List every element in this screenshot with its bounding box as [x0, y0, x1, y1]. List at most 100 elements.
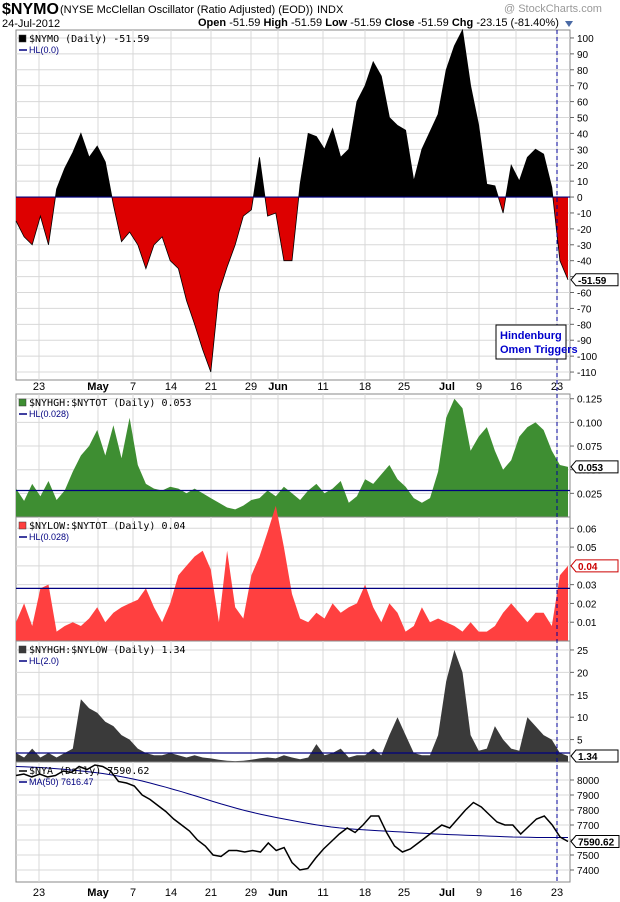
- x-tick-label: 16: [510, 887, 522, 899]
- low-label: Low: [325, 17, 348, 29]
- x-tick-label: 9: [476, 381, 482, 393]
- legend-swatch: [18, 398, 27, 407]
- y-tick-label: -80: [577, 320, 592, 331]
- legend-label: $NYHGH:$NYTOT (Daily) 0.053: [29, 398, 192, 409]
- x-tick-label: May: [87, 381, 109, 393]
- y-tick-label: 80: [577, 66, 589, 77]
- dropdown-arrow-icon[interactable]: [564, 20, 574, 28]
- y-tick-label: 60: [577, 98, 589, 109]
- y-tick-label: 0.125: [577, 395, 602, 406]
- series-area-nylow: [16, 505, 568, 641]
- y-tick-label: 0.025: [577, 489, 602, 500]
- close-label: Close: [384, 17, 415, 29]
- legend-label: $NYMO (Daily) -51.59: [29, 34, 149, 45]
- chg-value: -23.15 (-81.40%): [476, 17, 559, 29]
- hl-legend-label: HL(0.028): [29, 532, 69, 542]
- legend-label: $NYA (Daily) 7590.62: [29, 766, 149, 777]
- x-tick-label: 23: [551, 887, 563, 899]
- x-tick-label: 16: [510, 381, 522, 393]
- y-tick-label: 20: [577, 161, 589, 172]
- y-tick-label: 0.06: [577, 524, 597, 535]
- last-value-label: 1.34: [578, 752, 598, 763]
- y-tick-label: -110: [577, 368, 597, 379]
- last-value-tag: 0.053: [570, 460, 619, 474]
- hindenburg-annotation: Hindenburg Omen Triggers: [495, 324, 578, 360]
- close-value: -51.59: [417, 17, 449, 29]
- legend-label: $NYHGH:$NYLOW (Daily) 1.34: [29, 645, 186, 656]
- ohlc-bar: Open -51.59 High -51.59 Low -51.59 Close…: [198, 17, 559, 29]
- series-area-ratio: [16, 650, 568, 762]
- last-value-tag: 7590.62: [570, 835, 620, 849]
- exchange-label: INDX: [317, 4, 344, 16]
- y-tick-label: -90: [577, 336, 592, 347]
- x-tick-label: 7: [130, 887, 136, 899]
- last-value-tag: -51.59: [570, 273, 619, 287]
- legend-swatch: [18, 34, 27, 43]
- last-value-box: [570, 460, 619, 474]
- legend-label: $NYLOW:$NYTOT (Daily) 0.04: [29, 521, 186, 532]
- nymo-negative-area: [16, 197, 568, 372]
- last-value-tag: 0.04: [570, 559, 619, 573]
- x-tick-label: 14: [165, 887, 177, 899]
- hl-legend-label: HL(0.0): [29, 45, 59, 55]
- open-label: Open: [198, 17, 227, 29]
- y-tick-label: 7500: [577, 851, 600, 862]
- last-value-box: [570, 273, 619, 287]
- date-label: 24-Jul-2012: [2, 18, 61, 30]
- y-tick-label: -100: [577, 352, 597, 363]
- panel-nya: 8000790078007700760075007400$NYA (Daily)…: [15, 761, 620, 883]
- y-tick-label: 5: [577, 736, 583, 747]
- x-tick-label: Jun: [268, 381, 288, 393]
- last-value-label: -51.59: [578, 276, 607, 287]
- x-tick-label: 18: [359, 887, 371, 899]
- x-tick-label: 11: [317, 381, 328, 393]
- last-value-tag: 1.34: [570, 749, 619, 763]
- y-tick-label: 0.02: [577, 599, 597, 610]
- nymo-positive-area: [16, 30, 568, 198]
- x-tick-label: 21: [205, 381, 217, 393]
- x-axis-top: 23 May 7 14 21 29 Jun 11 18 25 Jul 9 16 23: [33, 381, 563, 393]
- chg-label: Chg: [451, 17, 474, 29]
- last-value-box: [570, 559, 619, 573]
- y-tick-label: 70: [577, 82, 589, 93]
- y-tick-label: 40: [577, 129, 589, 140]
- panel-frame: [15, 761, 571, 883]
- last-value-box: [570, 749, 619, 763]
- watermark: @ StockCharts.com: [504, 3, 602, 15]
- x-tick-label: Jul: [439, 887, 455, 899]
- y-tick-label: 20: [577, 668, 589, 679]
- open-value: -51.59: [229, 17, 261, 29]
- low-value: -51.59: [350, 17, 382, 29]
- nymo-outline: [15, 28, 569, 373]
- legend-swatch: [18, 521, 27, 530]
- x-axis-bottom: 23 May 7 14 21 29 Jun 11 18 25 Jul 9 16 23: [33, 887, 563, 899]
- y-tick-label: 0.01: [577, 618, 597, 629]
- y-tick-label: 0.03: [577, 581, 597, 592]
- ma-line: [15, 766, 568, 838]
- panel-nylow: 0.06 0.05 0.04 0.03 0.02 0.01 $NYLOW:$NYTOT (D…: [15, 505, 619, 642]
- legend-swatch: [18, 645, 27, 654]
- hl-legend-label: HL(2.0): [29, 656, 59, 666]
- y-tick-label: 7700: [577, 821, 600, 832]
- annotation-box: [495, 324, 567, 360]
- annotation-line-2: Omen Triggers: [500, 344, 578, 356]
- symbol-title: $NYMO: [2, 1, 59, 18]
- last-value-label: 7590.62: [578, 838, 615, 849]
- x-tick-label: Jul: [439, 381, 455, 393]
- x-tick-label: 29: [245, 887, 257, 899]
- y-tick-label: 10: [577, 713, 589, 724]
- x-tick-label: 18: [359, 381, 371, 393]
- x-tick-label: 7: [130, 381, 136, 393]
- y-tick-label: 8000: [577, 776, 600, 787]
- y-tick-label: 7800: [577, 806, 600, 817]
- y-tick-label: -60: [577, 289, 592, 300]
- last-value-label: 0.04: [578, 562, 598, 573]
- x-tick-label: 23: [33, 381, 45, 393]
- series-area-nyhgh: [16, 398, 568, 517]
- nya-price-line: [15, 764, 569, 871]
- x-tick-label: 11: [317, 887, 328, 899]
- y-tick-label: -40: [577, 257, 592, 268]
- hl-legend-label: HL(0.028): [29, 409, 69, 419]
- last-value-box: [570, 835, 620, 848]
